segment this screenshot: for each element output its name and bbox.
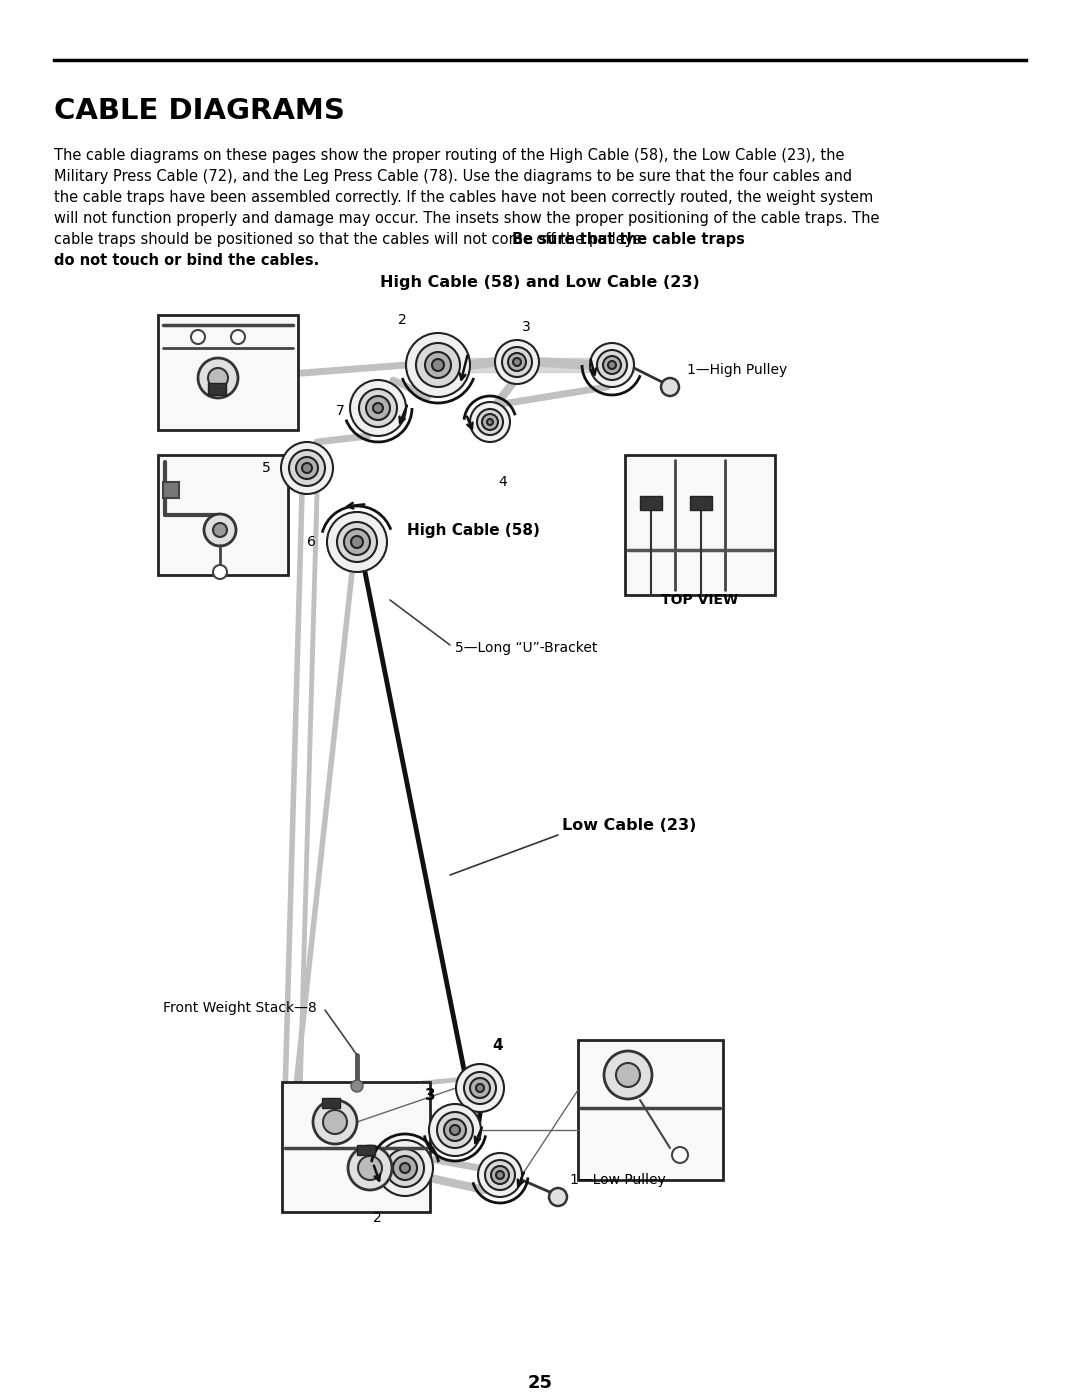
Circle shape	[348, 1146, 392, 1190]
Circle shape	[426, 352, 451, 379]
Bar	[640, 496, 662, 510]
Text: 2: 2	[399, 313, 407, 327]
Circle shape	[444, 1119, 465, 1141]
Circle shape	[502, 346, 532, 377]
Circle shape	[345, 529, 370, 555]
Text: Be sure that the cable traps: Be sure that the cable traps	[512, 232, 745, 247]
Text: 4: 4	[492, 1038, 502, 1053]
Text: 7: 7	[336, 404, 345, 418]
Circle shape	[485, 1160, 515, 1190]
Circle shape	[487, 419, 492, 425]
Circle shape	[213, 564, 227, 578]
Bar	[158, 314, 298, 430]
Circle shape	[429, 1104, 481, 1155]
Circle shape	[416, 344, 460, 387]
Circle shape	[323, 1111, 347, 1134]
Circle shape	[456, 1065, 504, 1112]
Circle shape	[359, 388, 397, 427]
Text: 6: 6	[307, 535, 315, 549]
Circle shape	[337, 522, 377, 562]
Text: 3: 3	[522, 320, 530, 334]
Bar	[208, 383, 226, 395]
Text: 2: 2	[373, 1211, 381, 1225]
Circle shape	[482, 414, 498, 430]
Circle shape	[661, 379, 679, 395]
Text: CABLE DIAGRAMS: CABLE DIAGRAMS	[54, 96, 345, 124]
Text: Low Cable (23): Low Cable (23)	[562, 817, 697, 833]
Bar	[322, 1098, 340, 1108]
Text: 5: 5	[262, 461, 271, 475]
Circle shape	[476, 1084, 484, 1092]
Circle shape	[406, 332, 470, 397]
Circle shape	[357, 1155, 382, 1180]
Circle shape	[351, 536, 363, 548]
Circle shape	[491, 1166, 509, 1185]
Circle shape	[302, 462, 312, 474]
Circle shape	[478, 1153, 522, 1197]
Circle shape	[672, 1147, 688, 1162]
Circle shape	[393, 1155, 417, 1180]
Text: Front Weight Stack—8: Front Weight Stack—8	[163, 1002, 316, 1016]
Text: 1—High Pulley: 1—High Pulley	[687, 363, 787, 377]
Circle shape	[191, 330, 205, 344]
Circle shape	[208, 367, 228, 388]
Circle shape	[400, 1162, 410, 1173]
Text: 25: 25	[527, 1375, 553, 1391]
Circle shape	[604, 1051, 652, 1099]
Bar	[282, 1083, 430, 1213]
Circle shape	[470, 1078, 490, 1098]
Circle shape	[313, 1099, 357, 1144]
Bar	[357, 1146, 375, 1155]
Circle shape	[450, 1125, 460, 1134]
Text: 3: 3	[426, 1087, 435, 1102]
Circle shape	[608, 360, 616, 369]
Text: The cable diagrams on these pages show the proper routing of the High Cable (58): The cable diagrams on these pages show t…	[54, 148, 845, 163]
Circle shape	[231, 330, 245, 344]
Text: TOP VIEW: TOP VIEW	[661, 592, 739, 608]
Circle shape	[432, 359, 444, 372]
Circle shape	[213, 522, 227, 536]
Circle shape	[603, 356, 621, 374]
Text: 5—Long “U”-Bracket: 5—Long “U”-Bracket	[455, 641, 597, 655]
Circle shape	[296, 457, 318, 479]
Text: 1—Low Pulley: 1—Low Pulley	[570, 1173, 665, 1187]
Circle shape	[366, 395, 390, 420]
Circle shape	[513, 358, 521, 366]
Circle shape	[597, 351, 627, 380]
Circle shape	[496, 1171, 504, 1179]
Circle shape	[281, 441, 333, 495]
Text: Military Press Cable (72), and the Leg Press Cable (78). Use the diagrams to be : Military Press Cable (72), and the Leg P…	[54, 169, 852, 184]
Circle shape	[508, 353, 526, 372]
Circle shape	[616, 1063, 640, 1087]
Text: do not touch or bind the cables.: do not touch or bind the cables.	[54, 253, 320, 268]
Bar	[578, 1039, 723, 1180]
Circle shape	[477, 409, 503, 434]
Bar	[690, 496, 712, 510]
Circle shape	[549, 1187, 567, 1206]
Circle shape	[590, 344, 634, 387]
Circle shape	[373, 402, 383, 414]
Text: the cable traps have been assembled correctly. If the cables have not been corre: the cable traps have been assembled corr…	[54, 190, 874, 205]
Circle shape	[464, 1071, 496, 1104]
Circle shape	[377, 1140, 433, 1196]
Text: cable traps should be positioned so that the cables will not come off the pulley: cable traps should be positioned so that…	[54, 232, 650, 247]
Text: will not function properly and damage may occur. The insets show the proper posi: will not function properly and damage ma…	[54, 211, 879, 226]
Circle shape	[495, 339, 539, 384]
Circle shape	[386, 1148, 424, 1187]
Circle shape	[470, 402, 510, 441]
Circle shape	[351, 1080, 363, 1092]
Circle shape	[289, 450, 325, 486]
Circle shape	[437, 1112, 473, 1148]
Bar	[163, 482, 179, 497]
Text: High Cable (58): High Cable (58)	[407, 522, 540, 538]
Bar	[625, 455, 775, 595]
Text: High Cable (58) and Low Cable (23): High Cable (58) and Low Cable (23)	[380, 275, 700, 291]
Circle shape	[204, 514, 237, 546]
Circle shape	[350, 380, 406, 436]
Circle shape	[198, 358, 238, 398]
Bar	[158, 455, 288, 576]
Text: 4: 4	[498, 475, 507, 489]
Circle shape	[327, 511, 387, 571]
